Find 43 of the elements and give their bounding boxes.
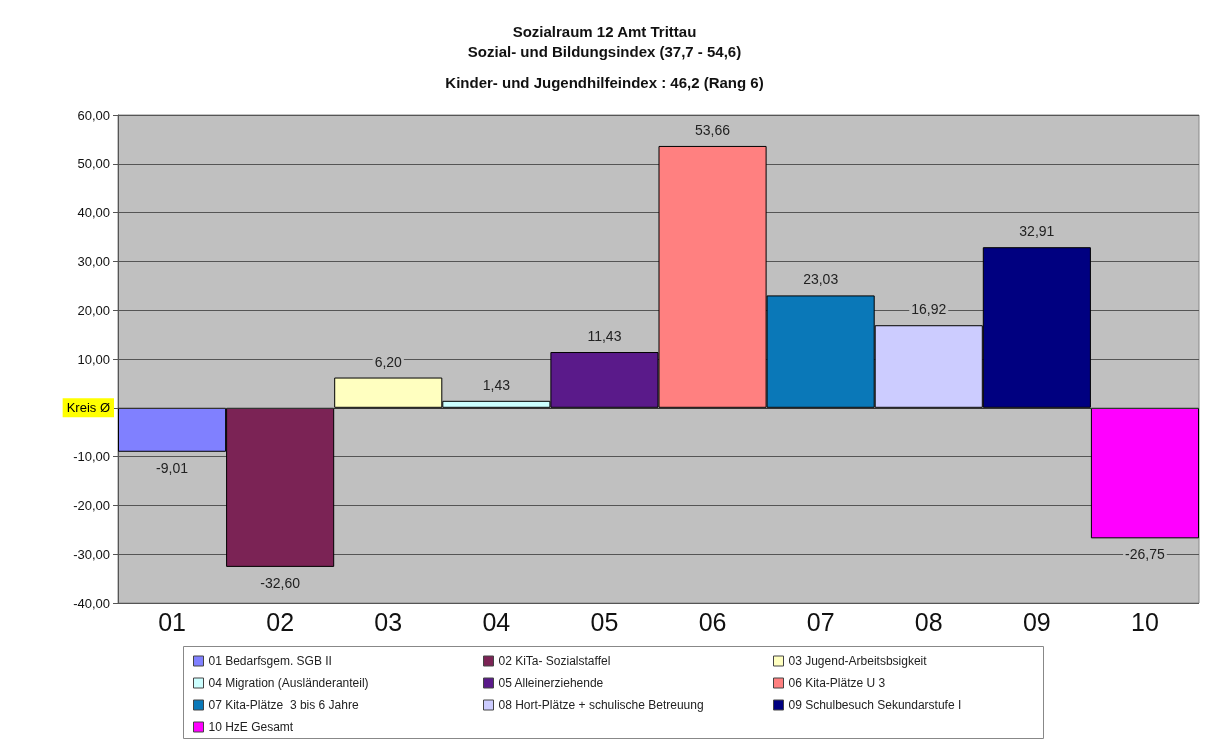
legend-label: 10 HzE Gesamt: [208, 720, 294, 734]
data-label: -32,60: [260, 574, 301, 591]
x-tick-label: 10: [1131, 607, 1159, 636]
chart-title: Sozialraum 12 Amt Trittau Sozial- und Bildungsindex (37,7 - 54,6): [467, 22, 742, 60]
x-tick-label: 02: [266, 607, 295, 636]
x-tick-label: 08: [914, 607, 943, 636]
legend-label: 01 Bedarfsgem. SGB II: [208, 654, 332, 668]
ref-line-label: Kreis Ø: [66, 400, 110, 416]
x-tick-label: 01: [158, 607, 186, 636]
legend-label: 04 Migration (Ausländeranteil): [208, 676, 369, 690]
data-label: 23,03: [803, 271, 839, 288]
legend-label: 03 Jugend-Arbeitsbsigkeit: [788, 654, 928, 668]
y-tick-label: 50,00: [77, 156, 110, 172]
y-tick-label: -20,00: [73, 497, 110, 513]
y-tick-label: 40,00: [77, 205, 110, 221]
data-label: 1,43: [482, 376, 511, 393]
legend-label: 06 Kita-Plätze U 3: [788, 676, 886, 690]
legend-label: 02 KiTa- Sozialstaffel: [498, 654, 611, 668]
x-tick-label: 09: [1022, 607, 1051, 636]
data-label: 32,91: [1019, 223, 1055, 240]
x-tick-label: 06: [698, 607, 727, 636]
y-tick-label: 10,00: [77, 351, 110, 367]
data-label: -9,01: [156, 459, 189, 476]
y-tick-label: -30,00: [73, 546, 110, 562]
chart-subtitle: Kinder- und Jugendhilfeindex : 46,2 (Rang 6): [445, 74, 764, 91]
data-label: 16,92: [911, 301, 947, 318]
data-label: 11,43: [587, 328, 622, 345]
x-tick-label: 05: [590, 607, 619, 636]
data-label: 6,20: [374, 353, 403, 370]
legend-label: 07 Kita-Plätze 3 bis 6 Jahre: [208, 698, 359, 712]
data-label: 53,66: [695, 121, 731, 138]
y-tick-label: 20,00: [77, 302, 110, 318]
y-tick-label: 30,00: [77, 253, 110, 269]
legend-label: 05 Alleinerziehende: [498, 676, 604, 690]
y-tick-label: -40,00: [73, 595, 110, 611]
x-tick-label: 07: [806, 607, 835, 636]
legend-label: 08 Hort-Plätze + schulische Betreuung: [498, 698, 704, 712]
data-label: -26,75: [1125, 546, 1166, 563]
y-tick-label: 60,00: [77, 107, 110, 123]
x-tick-label: 04: [482, 607, 511, 636]
x-tick-label: 03: [374, 607, 403, 636]
legend-label: 09 Schulbesuch Sekundarstufe I: [788, 698, 962, 712]
y-tick-label: -10,00: [73, 449, 110, 465]
